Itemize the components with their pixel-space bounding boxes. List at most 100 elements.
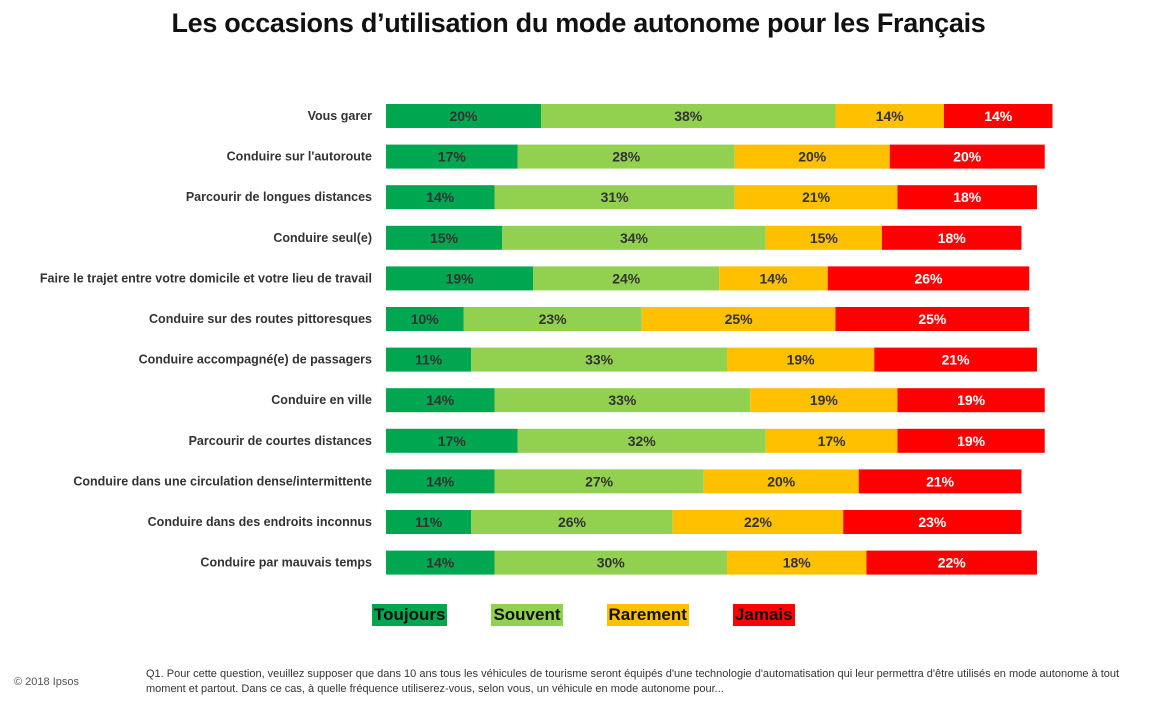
- bar-segment-souvent: [494, 185, 735, 210]
- data-label: 15%: [430, 230, 459, 246]
- data-label: 19%: [810, 392, 839, 408]
- data-label: 25%: [918, 311, 947, 327]
- data-label: 20%: [798, 149, 827, 165]
- data-label: 19%: [787, 352, 816, 368]
- category-label: Conduire seul(e): [273, 231, 372, 245]
- data-label: 33%: [608, 392, 637, 408]
- bar-segment-souvent: [494, 550, 727, 575]
- legend-jamais: Jamais: [732, 604, 795, 626]
- bar-segment-toujours: [386, 307, 464, 331]
- bar-segment-rarement: [734, 185, 898, 210]
- category-label: Conduire en ville: [271, 393, 372, 407]
- category-label: Conduire sur l'autoroute: [227, 150, 372, 164]
- data-label: 28%: [612, 149, 641, 165]
- data-label: 14%: [426, 555, 455, 571]
- legend-toujours: Toujours: [372, 604, 448, 626]
- bar-segment-souvent: [494, 388, 751, 413]
- bar-segment-jamais: [843, 510, 1022, 534]
- bar-segment-souvent: [471, 510, 673, 534]
- bar-segment-toujours: [386, 266, 534, 291]
- data-label: 18%: [783, 555, 812, 571]
- data-label: 20%: [449, 108, 478, 124]
- bar-segment-rarement: [719, 266, 828, 291]
- data-label: 11%: [415, 352, 443, 368]
- bar-segment-toujours: [386, 347, 472, 372]
- bar-segment-toujours: [386, 428, 518, 453]
- data-label: 17%: [438, 149, 467, 165]
- bar-segment-jamais: [827, 266, 1030, 291]
- bar-segment-jamais: [874, 347, 1037, 372]
- category-label: Parcourir de longues distances: [186, 190, 372, 204]
- data-label: 14%: [426, 473, 455, 489]
- data-label: 18%: [953, 189, 982, 205]
- bar-segment-souvent: [471, 347, 727, 372]
- bar-segment-rarement: [727, 347, 875, 372]
- data-label: 22%: [744, 514, 773, 530]
- data-label: 17%: [438, 433, 467, 449]
- data-label: 11%: [415, 514, 443, 530]
- stacked-bar-chart: Vous garer 20% 38% 14% 14% Conduire sur l'aut…: [40, 104, 1053, 575]
- data-label: 24%: [612, 270, 641, 286]
- data-label: 19%: [957, 433, 986, 449]
- data-label: 14%: [426, 392, 455, 408]
- data-label: 22%: [938, 555, 967, 571]
- data-label: 19%: [446, 270, 475, 286]
- bar-segment-toujours: [386, 185, 495, 210]
- bar-segment-jamais: [897, 185, 1037, 210]
- bar-segment-rarement: [835, 104, 944, 128]
- data-label: 34%: [620, 230, 649, 246]
- bar-segment-jamais: [882, 225, 1022, 250]
- data-label: 14%: [984, 108, 1013, 124]
- bar-segment-rarement: [750, 388, 898, 413]
- data-label: 14%: [876, 108, 905, 124]
- bar-segment-toujours: [386, 388, 495, 413]
- category-label: Conduire dans des endroits inconnus: [148, 515, 372, 529]
- bar-segment-jamais: [897, 388, 1045, 413]
- data-label: 26%: [558, 514, 587, 530]
- data-label: 23%: [918, 514, 947, 530]
- data-label: 21%: [942, 352, 971, 368]
- data-label: 26%: [914, 270, 943, 286]
- data-label: 31%: [601, 189, 630, 205]
- data-label: 14%: [426, 189, 455, 205]
- data-label: 20%: [767, 473, 796, 489]
- category-label: Conduire sur des routes pittoresques: [149, 312, 372, 326]
- footnote: Q1. Pour cette question, veuillez suppos…: [146, 668, 1120, 695]
- bar-segment-souvent: [533, 266, 720, 291]
- data-label: 23%: [539, 311, 568, 327]
- data-label: 38%: [674, 108, 703, 124]
- bar-segment-jamais: [944, 104, 1053, 128]
- legend-rarement: Rarement: [606, 604, 689, 626]
- data-label: 32%: [628, 433, 657, 449]
- bar-segment-toujours: [386, 469, 495, 494]
- bar-segment-toujours: [386, 225, 503, 250]
- data-label: 21%: [802, 189, 831, 205]
- bar-segment-rarement: [703, 469, 859, 494]
- bar-segment-rarement: [727, 550, 867, 575]
- data-label: 19%: [957, 392, 986, 408]
- bar-segment-jamais: [897, 428, 1045, 453]
- data-label: 17%: [818, 433, 847, 449]
- bar-segment-souvent: [463, 307, 642, 331]
- data-label: 21%: [926, 473, 955, 489]
- bar-segment-jamais: [866, 550, 1037, 575]
- bar-segment-jamais: [889, 144, 1045, 169]
- data-label: 20%: [953, 149, 982, 165]
- bar-segment-toujours: [386, 550, 495, 575]
- data-label: 27%: [585, 473, 614, 489]
- data-label: 30%: [597, 555, 626, 571]
- data-label: 10%: [411, 311, 440, 327]
- bar-segment-toujours: [386, 104, 541, 128]
- bar-segment-souvent: [517, 428, 766, 453]
- legend-souvent: Souvent: [491, 604, 563, 626]
- category-label: Faire le trajet entre votre domicile et …: [40, 271, 372, 285]
- data-label: 15%: [810, 230, 839, 246]
- legend: Toujours Souvent Rarement Jamais: [372, 604, 795, 626]
- bar-segment-jamais: [835, 307, 1030, 331]
- bar-segment-jamais: [858, 469, 1022, 494]
- bar-segment-toujours: [386, 510, 472, 534]
- bar-segment-rarement: [765, 428, 898, 453]
- category-label: Conduire accompagné(e) de passagers: [139, 353, 372, 367]
- category-label: Conduire dans une circulation dense/inte…: [73, 474, 372, 488]
- bar-segment-toujours: [386, 144, 518, 169]
